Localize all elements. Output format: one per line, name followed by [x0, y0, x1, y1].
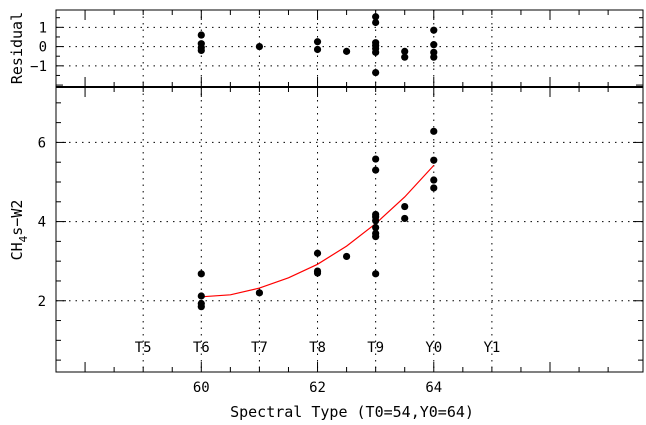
x-axis-label: Spectral Type (T0=54,Y0=64)	[230, 403, 474, 421]
data-point	[401, 202, 409, 211]
data-point	[372, 223, 380, 232]
spectral-type-label: T5	[135, 340, 152, 356]
residual-point	[197, 31, 205, 39]
data-point	[197, 292, 205, 300]
y-tick-label: 2	[38, 294, 46, 310]
residual-point	[401, 47, 409, 55]
spectral-type-label: T9	[367, 340, 384, 356]
residual-tick-label: −1	[30, 59, 47, 75]
residual-point	[313, 45, 322, 54]
main-frame	[55, 86, 644, 373]
x-tick-label: 62	[309, 380, 326, 396]
residual-point	[372, 18, 380, 27]
data-point	[372, 233, 380, 241]
spectral-type-label: T7	[251, 340, 268, 356]
y-tick-label: 6	[38, 135, 46, 151]
data-point	[255, 289, 264, 297]
data-point	[372, 217, 380, 225]
data-point	[197, 270, 205, 278]
data-point	[430, 184, 438, 192]
data-point	[372, 166, 380, 174]
residual-point	[255, 42, 264, 51]
spectral-type-label: Y0	[425, 340, 442, 356]
residual-point	[401, 53, 409, 61]
data-point	[401, 214, 409, 223]
residual-point	[372, 48, 380, 56]
data-point	[430, 176, 438, 184]
data-point	[372, 270, 380, 278]
residual-panel: −1 0 1	[30, 9, 644, 88]
spectral-type-label: Y1	[483, 340, 500, 356]
residual-point	[430, 53, 438, 61]
residual-point	[197, 46, 205, 55]
residual-point	[372, 68, 380, 77]
residual-point	[372, 13, 380, 21]
data-point	[430, 127, 438, 135]
color-vs-spectral-type-panel: 2 4 6 60 62 64 T5 T6 T7 T8 T9 Y0 Y1	[38, 10, 644, 396]
data-point	[313, 269, 322, 277]
residual-tick-label: 1	[39, 20, 47, 36]
y-axis-label: CH4s−W2	[8, 200, 30, 261]
residual-point	[430, 26, 438, 34]
residual-tick-label: 0	[39, 40, 47, 56]
residual-point	[313, 38, 322, 46]
residual-frame	[55, 9, 644, 88]
residual-point	[342, 47, 351, 55]
spectral-type-label: T6	[193, 340, 210, 356]
x-tick-label: 60	[193, 380, 210, 396]
data-point	[197, 303, 205, 311]
residual-axis-label: Residual	[8, 12, 26, 84]
residual-point	[430, 41, 438, 49]
data-point	[342, 252, 351, 261]
y-tick-label: 4	[38, 215, 46, 231]
data-point	[313, 249, 322, 257]
spectral-type-label: T8	[309, 340, 326, 356]
data-point	[430, 156, 438, 164]
x-tick-label: 64	[425, 380, 442, 396]
data-point	[372, 155, 380, 163]
fit-curve	[201, 164, 435, 298]
